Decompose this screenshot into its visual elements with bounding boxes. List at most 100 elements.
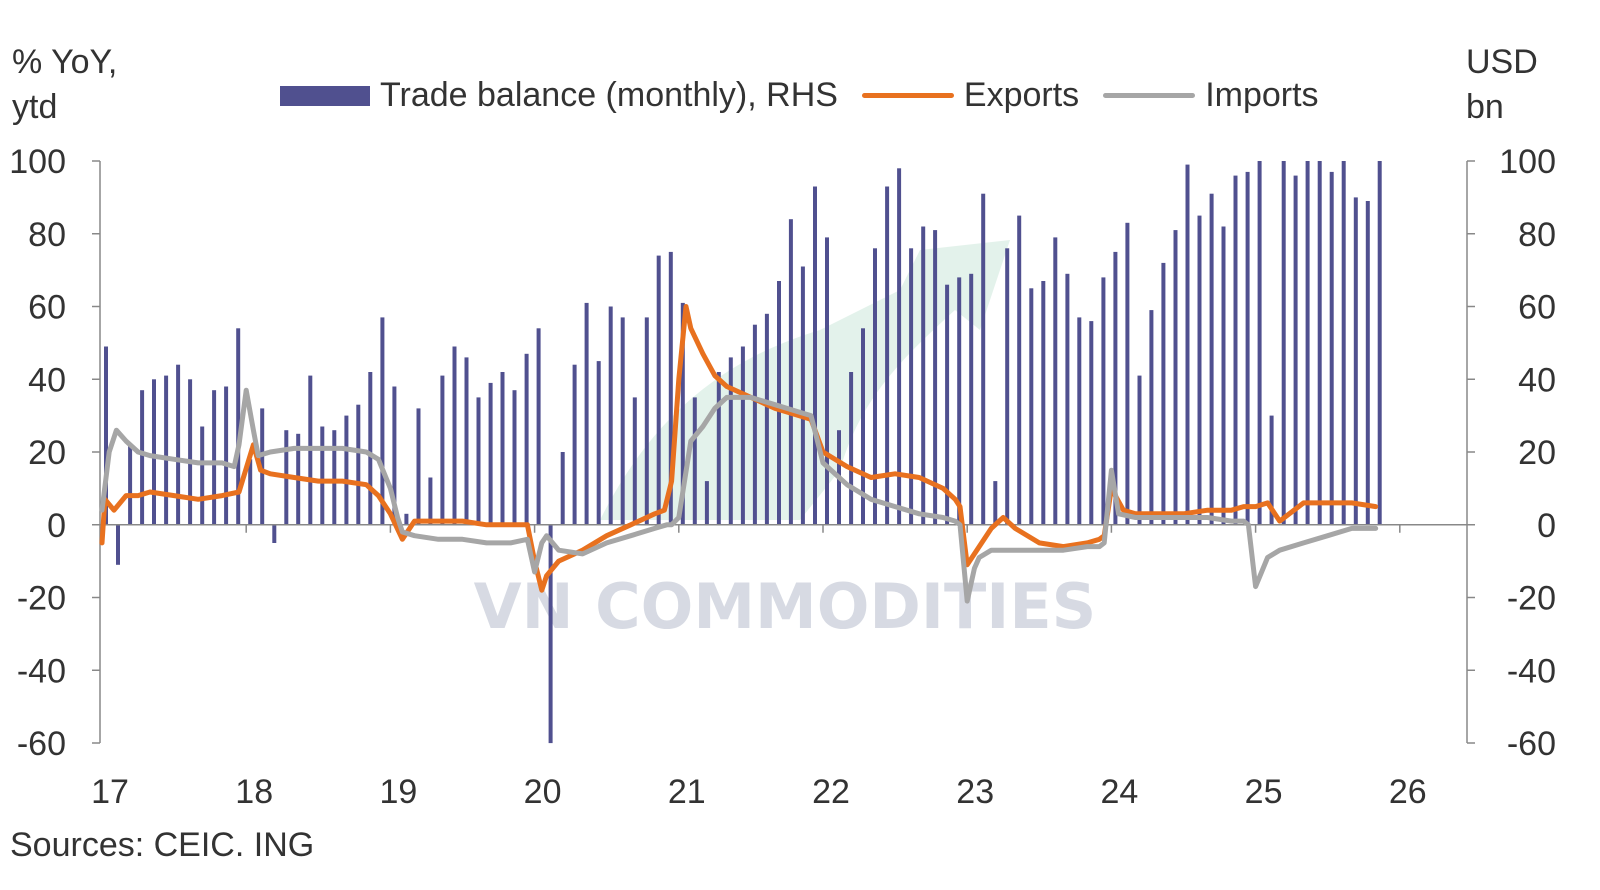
- watermark: VN COMMODITIES: [474, 240, 1097, 643]
- trade-balance-bar: [428, 477, 433, 525]
- trade-balance-bar: [1089, 321, 1094, 525]
- trade-balance-bar: [1125, 222, 1130, 525]
- left-y-tick-label: -60: [17, 725, 66, 763]
- trade-balance-bar: [692, 397, 697, 525]
- trade-balance-bar: [993, 481, 998, 525]
- trade-balance-bar: [1329, 171, 1334, 525]
- right-y-tick-label: -40: [1507, 652, 1556, 690]
- left-axis-title: % YoY, ytd: [12, 40, 117, 130]
- x-tick-label: 21: [668, 773, 706, 811]
- legend-swatch-imports: [1103, 93, 1196, 98]
- source-note: Sources: CEIC. ING: [10, 826, 315, 864]
- trade-balance-bar: [1269, 415, 1274, 525]
- trade-balance-bar: [260, 408, 265, 525]
- trade-balance-bar: [1341, 161, 1346, 525]
- trade-balance-bar: [452, 346, 457, 525]
- trade-balance-bar: [488, 382, 493, 525]
- left-y-tick-label: -20: [17, 580, 66, 618]
- trade-balance-bar: [1137, 375, 1142, 525]
- axes: [92, 160, 1475, 744]
- trade-balance-bar: [416, 408, 421, 525]
- trade-balance-bars: [104, 161, 1382, 744]
- trade-balance-bar: [116, 524, 120, 565]
- trade-balance-bar: [140, 390, 145, 525]
- trade-balance-bar: [380, 317, 385, 525]
- trade-balance-bar: [1149, 310, 1154, 525]
- x-tick-label: 19: [379, 773, 417, 811]
- trade-balance-bar: [440, 375, 445, 525]
- right-y-tick-label: 80: [1518, 216, 1556, 254]
- trade-balance-bar: [1317, 161, 1322, 525]
- trade-balance-bar: [752, 324, 757, 525]
- trade-balance-bar: [1245, 171, 1250, 525]
- trade-balance-bar: [1293, 175, 1298, 525]
- right-y-tick-label: 20: [1518, 434, 1556, 472]
- trade-balance-bar: [981, 193, 986, 525]
- right-y-tick-label: 60: [1518, 289, 1556, 327]
- left-y-tick-label: 60: [28, 289, 66, 327]
- trade-balance-bar: [1077, 317, 1082, 525]
- legend-swatch-trade-balance: [280, 85, 370, 106]
- trade-balance-bar: [464, 357, 469, 525]
- left-y-tick-label: 80: [28, 216, 66, 254]
- x-tick-label: 20: [524, 773, 562, 811]
- trade-balance-bar: [656, 255, 661, 525]
- trade-balance-bar: [320, 426, 325, 525]
- trade-balance-bar: [344, 415, 349, 525]
- trade-balance-bar: [1005, 248, 1010, 525]
- trade-balance-bar: [1017, 215, 1022, 525]
- trade-balance-bar: [716, 372, 721, 525]
- trade-balance-bar: [680, 302, 685, 525]
- trade-balance-bar: [957, 277, 962, 525]
- trade-balance-bar: [728, 357, 733, 525]
- trade-balance-bar: [921, 226, 926, 525]
- left-axis-title-line-1: % YoY,: [12, 43, 118, 81]
- trade-balance-bar: [608, 306, 613, 525]
- trade-balance-bar: [777, 281, 781, 525]
- trade-balance-bar: [1221, 226, 1226, 525]
- x-tick-label: 24: [1100, 773, 1138, 811]
- trade-balance-bar: [1161, 262, 1166, 525]
- trade-balance-bar: [825, 237, 829, 525]
- x-tick-label: 22: [812, 773, 850, 811]
- trade-balance-bar: [1377, 161, 1382, 525]
- trade-balance-bar: [176, 364, 181, 525]
- trade-balance-bar: [969, 273, 974, 525]
- right-y-tick-label: -20: [1507, 580, 1556, 618]
- trade-balance-bar: [1029, 288, 1034, 525]
- trade-balance-bar: [536, 328, 541, 525]
- trade-balance-bar: [596, 361, 601, 525]
- left-axis-title-line-2: ytd: [12, 88, 58, 126]
- tick-labels: 100 100 80 80 60 60 40 40 20 20 0 0 -20 -20 -40 -40 -60 -…: [9, 143, 1556, 811]
- trade-balance-bar: [248, 459, 253, 525]
- right-axis-title: USD bn: [1466, 40, 1538, 130]
- trade-balance-bar: [632, 397, 637, 525]
- trade-balance-bar: [1113, 251, 1118, 525]
- trade-balance-bar: [500, 372, 505, 525]
- left-y-tick-label: 0: [47, 507, 66, 545]
- trade-balance-bar: [1065, 273, 1070, 525]
- trade-balance-bar: [548, 524, 553, 744]
- trade-balance-bar: [476, 397, 481, 525]
- right-axis-title-line-2: bn: [1466, 88, 1504, 126]
- watermark-text: VN COMMODITIES: [474, 570, 1097, 643]
- trade-balance-bar: [788, 219, 793, 525]
- x-tick-label: 25: [1245, 773, 1283, 811]
- trade-balance-bar: [644, 317, 649, 525]
- trade-balance-bar: [188, 379, 193, 525]
- trade-balance-bar: [572, 364, 577, 525]
- legend-item-exports: Exports: [861, 76, 1079, 115]
- trade-balance-bar: [1233, 175, 1238, 525]
- trade-balance-bar: [128, 444, 133, 525]
- right-y-tick-label: 0: [1537, 507, 1556, 545]
- left-y-tick-label: 100: [9, 143, 66, 181]
- exports-line: [99, 304, 1379, 593]
- trade-balance-bar: [560, 452, 565, 525]
- trade-balance-bar: [740, 346, 745, 525]
- trade-balance-bar: [332, 430, 337, 525]
- trade-balance-bar: [885, 186, 890, 525]
- trade-balance-bar: [909, 248, 914, 525]
- right-y-tick-label: -60: [1507, 725, 1556, 763]
- legend-item-trade-balance: Trade balance (monthly), RHS: [280, 76, 838, 115]
